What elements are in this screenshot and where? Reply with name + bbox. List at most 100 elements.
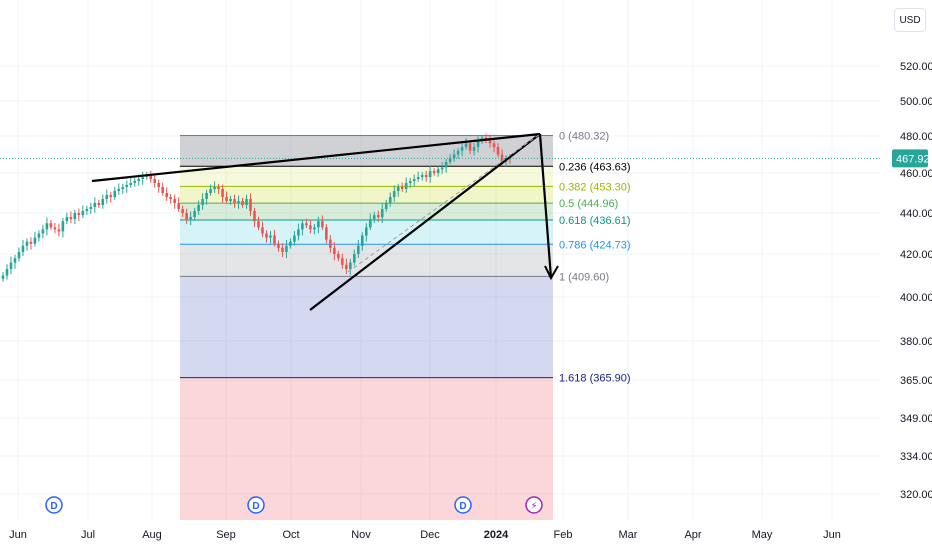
candle-body [213, 187, 216, 189]
candle-body [345, 264, 348, 270]
candle-body [265, 233, 268, 238]
candle-body [416, 177, 420, 179]
candle-body [301, 223, 304, 230]
candle-body [384, 203, 388, 209]
candle-body [360, 235, 364, 246]
candle-body [289, 241, 292, 246]
candle-body [293, 235, 296, 242]
projection-arrow-line [538, 133, 553, 279]
candle-body [321, 221, 324, 228]
candle-body [181, 209, 184, 213]
candle-body [117, 189, 121, 191]
x-axis-tick-label: 2024 [484, 529, 509, 541]
x-axis-tick-label: Nov [351, 529, 371, 541]
candle-body [496, 147, 500, 155]
candle-body [460, 147, 464, 151]
y-axis-tick-label: 460.00 [900, 168, 932, 180]
candle-body [45, 223, 49, 230]
candle-body [440, 167, 444, 170]
candle-body [9, 262, 13, 270]
fib-level-label: 1.618 (365.90) [559, 373, 631, 385]
candle-body [325, 227, 328, 240]
y-axis-tick-label: 380.00 [900, 336, 932, 348]
candle-body [69, 217, 73, 220]
candle-body [333, 247, 336, 254]
y-axis-tick-label: 400.00 [900, 292, 932, 304]
candle-body [257, 221, 260, 228]
candle-body [313, 227, 316, 230]
candle-body [436, 169, 440, 173]
split-event-icon[interactable] [525, 496, 543, 514]
dividend-event-icon[interactable] [454, 496, 472, 514]
candle-body [420, 175, 424, 177]
candle-body [77, 213, 81, 216]
projection-arrowhead-icon [544, 265, 559, 281]
fib-level-label: 0.236 (463.63) [559, 161, 631, 173]
candle-body [129, 183, 133, 185]
candle-body [185, 213, 188, 220]
fib-level-label: 0.618 (436.61) [559, 215, 631, 227]
fib-zone-6 [180, 276, 553, 378]
candle-body [492, 143, 496, 148]
y-axis-tick-label: 520.00 [900, 61, 932, 73]
fib-zone-2 [180, 186, 553, 204]
candle-body [464, 143, 468, 148]
candle-body [217, 187, 220, 189]
candle-body [125, 185, 129, 187]
event-badge-label: D [252, 501, 259, 512]
x-axis-tick-label: Aug [142, 529, 162, 541]
candle-body [245, 199, 248, 205]
candle-body [281, 247, 284, 252]
candle-body [468, 143, 472, 151]
candle-body [349, 262, 352, 270]
last-price-badge [892, 149, 928, 168]
candle-body [368, 219, 372, 228]
candle-body [149, 175, 153, 179]
candle-body [209, 189, 212, 193]
candle-body [33, 237, 37, 244]
candle-body [197, 205, 200, 211]
candle-body [253, 211, 256, 222]
x-axis-tick-label: Jun [9, 529, 27, 541]
candle-body [424, 175, 428, 177]
candle-body [448, 158, 452, 162]
candle-body [201, 199, 204, 205]
candle-body [392, 191, 396, 197]
candle-body [1, 275, 5, 279]
candle-body [109, 195, 113, 197]
candle-body [380, 209, 384, 218]
candle-body [400, 187, 404, 189]
candle-body [141, 177, 145, 179]
candle-body [396, 187, 400, 191]
candle-body [97, 203, 101, 205]
candle-body [73, 213, 77, 220]
candle-body [241, 201, 244, 205]
y-axis-tick-label: 365.00 [900, 375, 932, 387]
y-axis-tick-label: 480.00 [900, 131, 932, 143]
support-trendline [309, 133, 541, 311]
candle-body [273, 235, 276, 244]
fib-level-label: 1 (409.60) [559, 271, 609, 283]
y-axis-tick-label: 420.00 [900, 249, 932, 261]
event-badge-label: D [50, 501, 57, 512]
fib-zone-1 [180, 166, 553, 187]
candle-body [488, 139, 492, 144]
candle-body [133, 181, 137, 183]
dividend-event-icon[interactable] [45, 496, 63, 514]
event-badge-label: ⚡ [530, 501, 537, 512]
candle-body [452, 154, 456, 159]
x-axis-tick-label: Jul [81, 529, 95, 541]
fib-anchor-dashed-line [347, 133, 541, 273]
currency-selector[interactable]: USD [894, 8, 926, 32]
candle-body [297, 229, 300, 236]
candle-body [269, 235, 272, 238]
candle-body [309, 225, 312, 230]
candle-body [432, 171, 436, 173]
candle-body [249, 199, 252, 211]
candle-body [444, 161, 448, 168]
candle-body [277, 243, 280, 248]
dividend-event-icon[interactable] [247, 496, 265, 514]
last-price-label: 467.92 [896, 153, 930, 165]
